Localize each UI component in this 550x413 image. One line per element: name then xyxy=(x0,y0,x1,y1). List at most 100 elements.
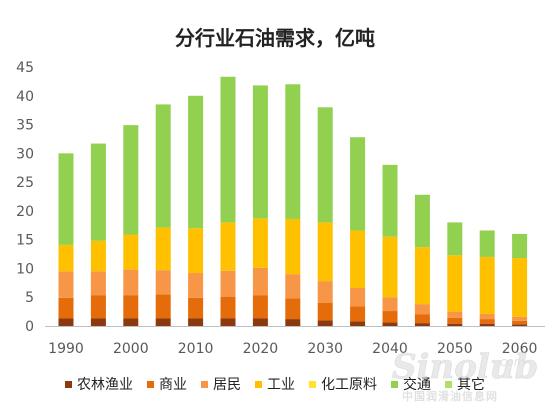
bar-segment-2055-3 xyxy=(479,256,495,314)
legend-swatch xyxy=(309,380,316,388)
bar-segment-2030-2 xyxy=(317,281,333,303)
bar-segment-2050-2 xyxy=(447,311,463,318)
legend-label: 商业 xyxy=(159,377,187,393)
watermark-logo: Sinolub xyxy=(392,347,538,387)
bar-segment-2060-5 xyxy=(512,233,528,259)
y-tick-label: 45 xyxy=(16,60,34,76)
bar-segment-1995-0 xyxy=(90,318,106,326)
y-tick-label: 30 xyxy=(16,146,34,162)
bar-segment-2045-1 xyxy=(414,314,430,324)
legend-label: 化工原料 xyxy=(321,377,377,393)
x-tick-label: 2030 xyxy=(307,341,343,357)
bar-segment-2040-0 xyxy=(382,322,398,326)
bar-segment-2050-1 xyxy=(447,317,463,324)
bar-segment-2025-3 xyxy=(285,218,301,275)
bar-segment-2005-3 xyxy=(155,227,171,271)
x-axis: 1990 2000 2010 2020 2030 2040 2050 2060 xyxy=(45,326,545,357)
bar-segment-2035-2 xyxy=(350,288,366,307)
bar-segment-2025-5 xyxy=(285,84,301,219)
bar-segment-2010-0 xyxy=(188,318,204,326)
bar-segment-2050-3 xyxy=(447,255,463,312)
x-tick-label: 2000 xyxy=(113,341,149,357)
bar-segment-2025-1 xyxy=(285,298,301,320)
bar-segment-2020-2 xyxy=(252,267,268,296)
watermark: Sinolub .com 中国润滑油信息网 xyxy=(384,338,544,408)
bar-segment-2045-2 xyxy=(414,304,430,315)
bar-segment-1990-2 xyxy=(58,271,74,298)
bar-segment-2060-2 xyxy=(512,316,528,321)
x-tick-label: 1990 xyxy=(48,341,84,357)
bar-segment-2000-1 xyxy=(123,295,139,319)
bar-segment-2015-3 xyxy=(220,222,236,271)
legend-label: 农林渔业 xyxy=(77,377,133,393)
y-tick-label: 10 xyxy=(16,261,34,277)
bar-segment-2015-0 xyxy=(220,318,236,326)
plot-area xyxy=(58,76,528,326)
watermark-domain: .com xyxy=(496,355,525,369)
bar-segment-2030-5 xyxy=(317,107,333,223)
bar-segment-1990-1 xyxy=(58,297,74,319)
bar-segment-2020-5 xyxy=(252,85,268,219)
bar-segment-2050-5 xyxy=(447,222,463,256)
legend-item: 化工原料 xyxy=(309,374,377,394)
bar-segment-2015-5 xyxy=(220,76,236,223)
legend-item: 工业 xyxy=(255,374,295,394)
legend-swatch xyxy=(201,380,208,388)
legend-label: 交通 xyxy=(403,377,431,393)
bar-segment-2040-5 xyxy=(382,164,398,237)
legend-swatch xyxy=(65,380,72,388)
legend-swatch xyxy=(445,380,452,388)
legend-item: 其它 xyxy=(445,374,485,394)
bar-segment-1995-3 xyxy=(90,240,106,272)
bar-segment-1990-0 xyxy=(58,318,74,326)
bar-segment-2040-2 xyxy=(382,297,398,312)
legend: 农林渔业 商业 居民 工业 化工原料 交通 其它 xyxy=(0,374,550,394)
bar-segment-2020-1 xyxy=(252,295,268,319)
y-tick-label: 5 xyxy=(25,290,34,306)
y-axis: 0 5 10 15 20 25 30 35 40 45 xyxy=(16,60,34,335)
x-tick-label: 2040 xyxy=(372,341,408,357)
bar-segment-1990-3 xyxy=(58,244,74,272)
bar-segment-2005-2 xyxy=(155,270,171,295)
bar-segment-2025-0 xyxy=(285,319,301,326)
bar-segment-2035-5 xyxy=(350,137,366,231)
bar-segment-2060-3 xyxy=(512,258,528,317)
chart-title: 分行业石油需求，亿吨 xyxy=(175,26,375,50)
bar-segment-2005-0 xyxy=(155,318,171,326)
bar-segment-2020-3 xyxy=(252,218,268,268)
y-tick-label: 35 xyxy=(16,118,34,134)
legend-label: 居民 xyxy=(213,377,241,393)
x-tick-label: 2010 xyxy=(178,341,214,357)
bar-segment-2000-5 xyxy=(123,125,139,235)
bar-segment-2000-2 xyxy=(123,269,139,296)
legend-item: 农林渔业 xyxy=(65,374,133,394)
bar-segment-2020-0 xyxy=(252,318,268,326)
y-tick-label: 25 xyxy=(16,175,34,191)
bar-segment-2045-3 xyxy=(414,247,430,305)
bar-segment-2055-0 xyxy=(479,323,495,326)
bar-segment-2045-5 xyxy=(414,194,430,248)
watermark-text: 中国润滑油信息网 xyxy=(402,390,498,403)
bar-segment-2015-1 xyxy=(220,296,236,319)
legend-swatch xyxy=(391,380,398,388)
legend-label: 工业 xyxy=(267,377,295,393)
legend-item: 交通 xyxy=(391,374,431,394)
bar-segment-1990-5 xyxy=(58,153,74,245)
bar-segment-1995-2 xyxy=(90,271,106,296)
bar-segment-2000-0 xyxy=(123,318,139,326)
bar-segment-2060-0 xyxy=(512,324,528,326)
bar-segment-2005-1 xyxy=(155,294,171,319)
bar-segment-2035-3 xyxy=(350,230,366,289)
bar-segment-2055-1 xyxy=(479,319,495,324)
legend-swatch xyxy=(147,380,154,388)
y-tick-label: 20 xyxy=(16,204,34,220)
bar-segment-2040-3 xyxy=(382,236,398,298)
bar-segment-2010-3 xyxy=(188,228,204,274)
bar-segment-2030-3 xyxy=(317,222,333,282)
x-tick-label: 2050 xyxy=(437,341,473,357)
bar-segment-1995-5 xyxy=(90,143,106,241)
bar-segment-2055-5 xyxy=(479,230,495,257)
x-tick-label: 2060 xyxy=(502,341,538,357)
bar-segment-2045-0 xyxy=(414,323,430,326)
